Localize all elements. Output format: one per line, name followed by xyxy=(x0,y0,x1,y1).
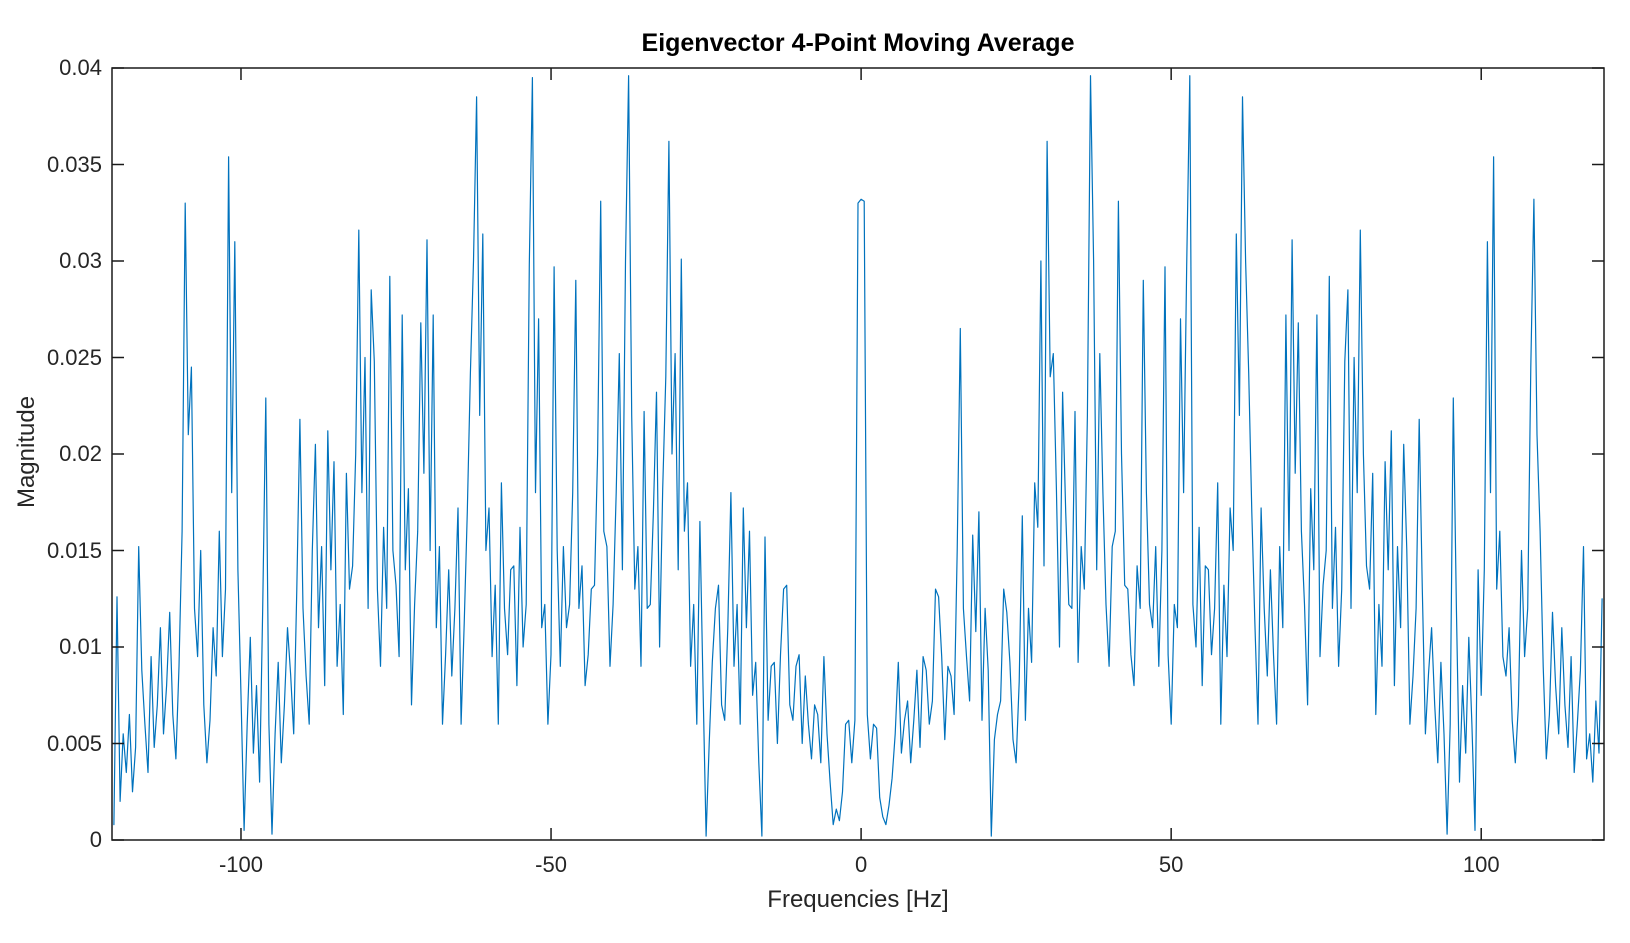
y-tick-label: 0.005 xyxy=(46,730,102,756)
axes-box xyxy=(111,67,1605,841)
x-axis-label: Frequencies [Hz] xyxy=(767,886,949,913)
x-tick-label: -100 xyxy=(218,852,263,877)
y-tick-label: 0.03 xyxy=(59,248,102,273)
spectrum-line xyxy=(113,75,1603,837)
x-tick-label: 0 xyxy=(854,852,868,877)
y-tick-label: 0.01 xyxy=(59,634,102,659)
y-tick-label: 0.04 xyxy=(59,55,102,80)
y-tick-label: 0 xyxy=(89,827,102,852)
chart-title: Eigenvector 4-Point Moving Average xyxy=(641,29,1075,57)
x-tick-label: 100 xyxy=(1462,852,1500,877)
y-tick-label: 0.035 xyxy=(46,151,102,177)
x-tick-label: -50 xyxy=(535,852,567,877)
y-tick-label: 0.025 xyxy=(46,344,102,370)
y-axis-label: Magnitude xyxy=(13,395,40,509)
x-tick-label: 50 xyxy=(1158,852,1184,877)
y-tick-label: 0.02 xyxy=(59,441,102,466)
y-tick-label: 0.015 xyxy=(46,537,102,563)
